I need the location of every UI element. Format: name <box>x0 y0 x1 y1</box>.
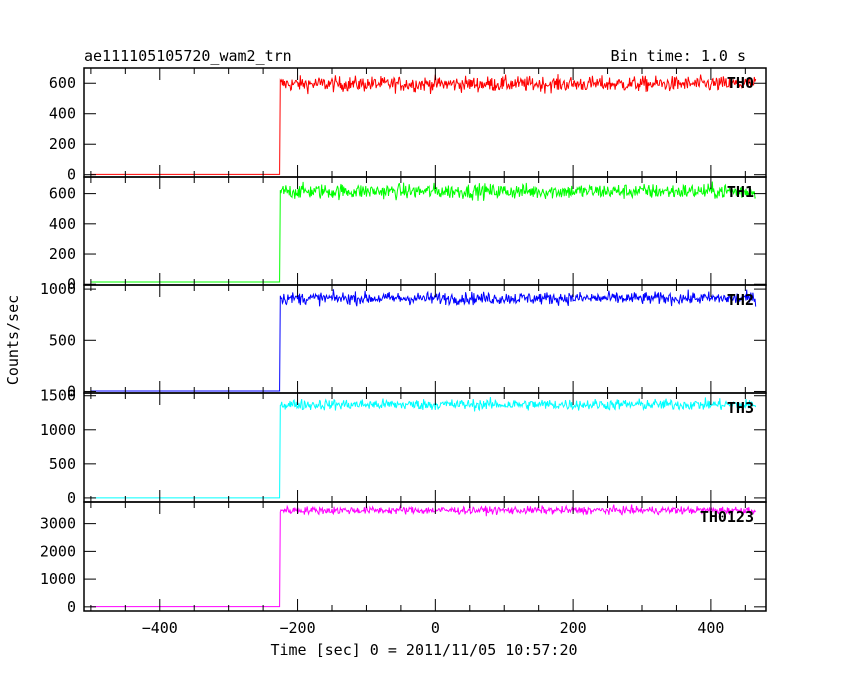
y-tick-label-th0: 200 <box>49 135 76 153</box>
y-tick-label-th1: 600 <box>49 185 76 203</box>
bin-time-label: Bin time: 1.0 s <box>611 47 746 65</box>
y-tick-label-th0: 600 <box>49 74 76 92</box>
chart-title: ae111105105720_wam2_trn <box>84 47 292 65</box>
y-axis-label: Counts/sec <box>4 295 22 385</box>
series-th0-line <box>90 74 757 175</box>
panel-th0123-frame <box>83 501 767 612</box>
x-tick-label: 200 <box>560 619 587 637</box>
series-th2-line <box>90 289 757 392</box>
panel-th1-label: TH1 <box>727 183 754 201</box>
y-tick-label-th2: 1000 <box>40 280 76 298</box>
y-tick-label-th1: 0 <box>67 275 76 293</box>
x-tick-label: 400 <box>697 619 724 637</box>
y-tick-label-th3: 1500 <box>40 387 76 405</box>
series-th0123-line <box>90 504 757 608</box>
panel-th3-label: TH3 <box>727 399 754 417</box>
panel-th2-label: TH2 <box>727 291 754 309</box>
y-tick-label-th0123: 2000 <box>40 542 76 560</box>
y-tick-label-th0: 400 <box>49 105 76 123</box>
x-axis-label: Time [sec] 0 = 2011/11/05 10:57:20 <box>270 641 577 659</box>
x-tick-label: −400 <box>142 619 178 637</box>
y-tick-label-th0: 0 <box>67 166 76 184</box>
panels-group: 0 200 400 600 TH0 0 200 400 600 TH1 0 500 1000 TH2 0 50… <box>40 67 767 637</box>
y-tick-label-th3: 1000 <box>40 421 76 439</box>
series-th1-line <box>90 181 756 283</box>
y-tick-label-th2: 500 <box>49 331 76 349</box>
y-tick-label-th3: 0 <box>67 489 76 507</box>
y-tick-label-th1: 400 <box>49 215 76 233</box>
y-tick-label-th0123: 0 <box>67 598 76 616</box>
y-tick-label-th1: 200 <box>49 245 76 263</box>
y-tick-label-th3: 500 <box>49 455 76 473</box>
y-tick-label-th0123: 1000 <box>40 570 76 588</box>
panel-th0123-label: TH0123 <box>700 508 754 526</box>
x-tick-label: −200 <box>279 619 315 637</box>
panel-th0-label: TH0 <box>727 74 754 92</box>
y-tick-label-th0123: 3000 <box>40 515 76 533</box>
panel-th3-frame <box>83 392 767 503</box>
y-tick-label-th2: 0 <box>67 382 76 400</box>
x-tick-label: 0 <box>431 619 440 637</box>
series-th3-line <box>90 397 757 499</box>
